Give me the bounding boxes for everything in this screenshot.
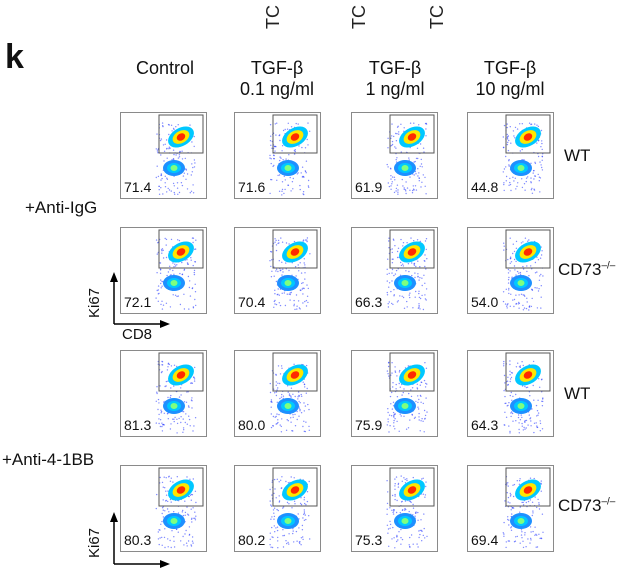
column-header-tgf-0-1: TGF-β 0.1 ng/ml [239,58,315,99]
genotype-label-row3: WT [564,384,591,403]
flow-plot: 69.4 [467,465,554,552]
flow-plot: 81.3 [120,350,207,437]
top-fragment-1: TC [263,5,283,29]
gate-rectangle [505,114,551,154]
flow-plot: 66.3 [351,227,438,314]
gate-percentage: 64.3 [471,417,499,433]
gate-rectangle [272,229,318,269]
flow-plot: 80.3 [120,465,207,552]
gate-percentage: 69.4 [471,532,499,548]
column-header-tgf-1: TGF-β 1 ng/ml [365,58,425,99]
gate-percentage: 80.0 [238,417,266,433]
gate-percentage: 75.9 [355,417,383,433]
gate-rectangle [272,467,318,507]
group-label-anti-4-1bb: +Anti-4-1BB [2,450,95,469]
panel-letter: k [5,38,24,76]
gate-rectangle [505,229,551,269]
top-fragment-3: TC [427,5,447,29]
gate-rectangle [158,229,204,269]
axis-label-ki67-lower: Ki67 [86,527,103,558]
flow-plot: 70.4 [234,227,321,314]
flow-plot: 80.0 [234,350,321,437]
gate-rectangle [389,467,435,507]
gate-percentage: 71.6 [238,179,266,195]
gate-rectangle [389,229,435,269]
column-header-control: Control [135,58,195,78]
gate-percentage: 44.8 [471,179,499,195]
gate-rectangle [272,352,318,392]
gate-percentage: 72.1 [124,294,152,310]
gate-rectangle [505,352,551,392]
gate-percentage: 70.4 [238,294,266,310]
gate-rectangle [158,352,204,392]
flow-plot: 71.6 [234,112,321,199]
axis-label-ki67-upper: Ki67 [86,287,103,318]
gate-rectangle [505,467,551,507]
gate-rectangle [158,114,204,154]
flow-plot: 75.9 [351,350,438,437]
flow-plot: 80.2 [234,465,321,552]
gate-percentage: 66.3 [355,294,383,310]
gate-rectangle [389,114,435,154]
gate-percentage: 81.3 [124,417,152,433]
gate-rectangle [158,467,204,507]
genotype-label-row4: CD73–/– [558,496,616,515]
flow-plot: 72.1 [120,227,207,314]
flow-plot: 44.8 [467,112,554,199]
group-label-anti-igg: +Anti-IgG [25,198,98,217]
axis-label-cd8-upper: CD8 [122,326,153,343]
genotype-label-row1: WT [564,146,591,165]
flow-plot: 64.3 [467,350,554,437]
genotype-label-row2: CD73–/– [558,260,616,279]
flow-plot: 71.4 [120,112,207,199]
gate-percentage: 54.0 [471,294,499,310]
axis-indicator-upper [110,272,170,328]
gate-percentage: 61.9 [355,179,383,195]
gate-rectangle [389,352,435,392]
gate-percentage: 71.4 [124,179,152,195]
top-fragment-2: TC [349,5,369,29]
column-header-tgf-10: TGF-β 10 ng/ml [475,58,545,99]
flow-plot: 61.9 [351,112,438,199]
gate-rectangle [272,114,318,154]
flow-plot: 75.3 [351,465,438,552]
gate-percentage: 75.3 [355,532,383,548]
flow-plot: 54.0 [467,227,554,314]
axis-indicator-lower [110,512,170,568]
gate-percentage: 80.3 [124,532,152,548]
gate-percentage: 80.2 [238,532,266,548]
